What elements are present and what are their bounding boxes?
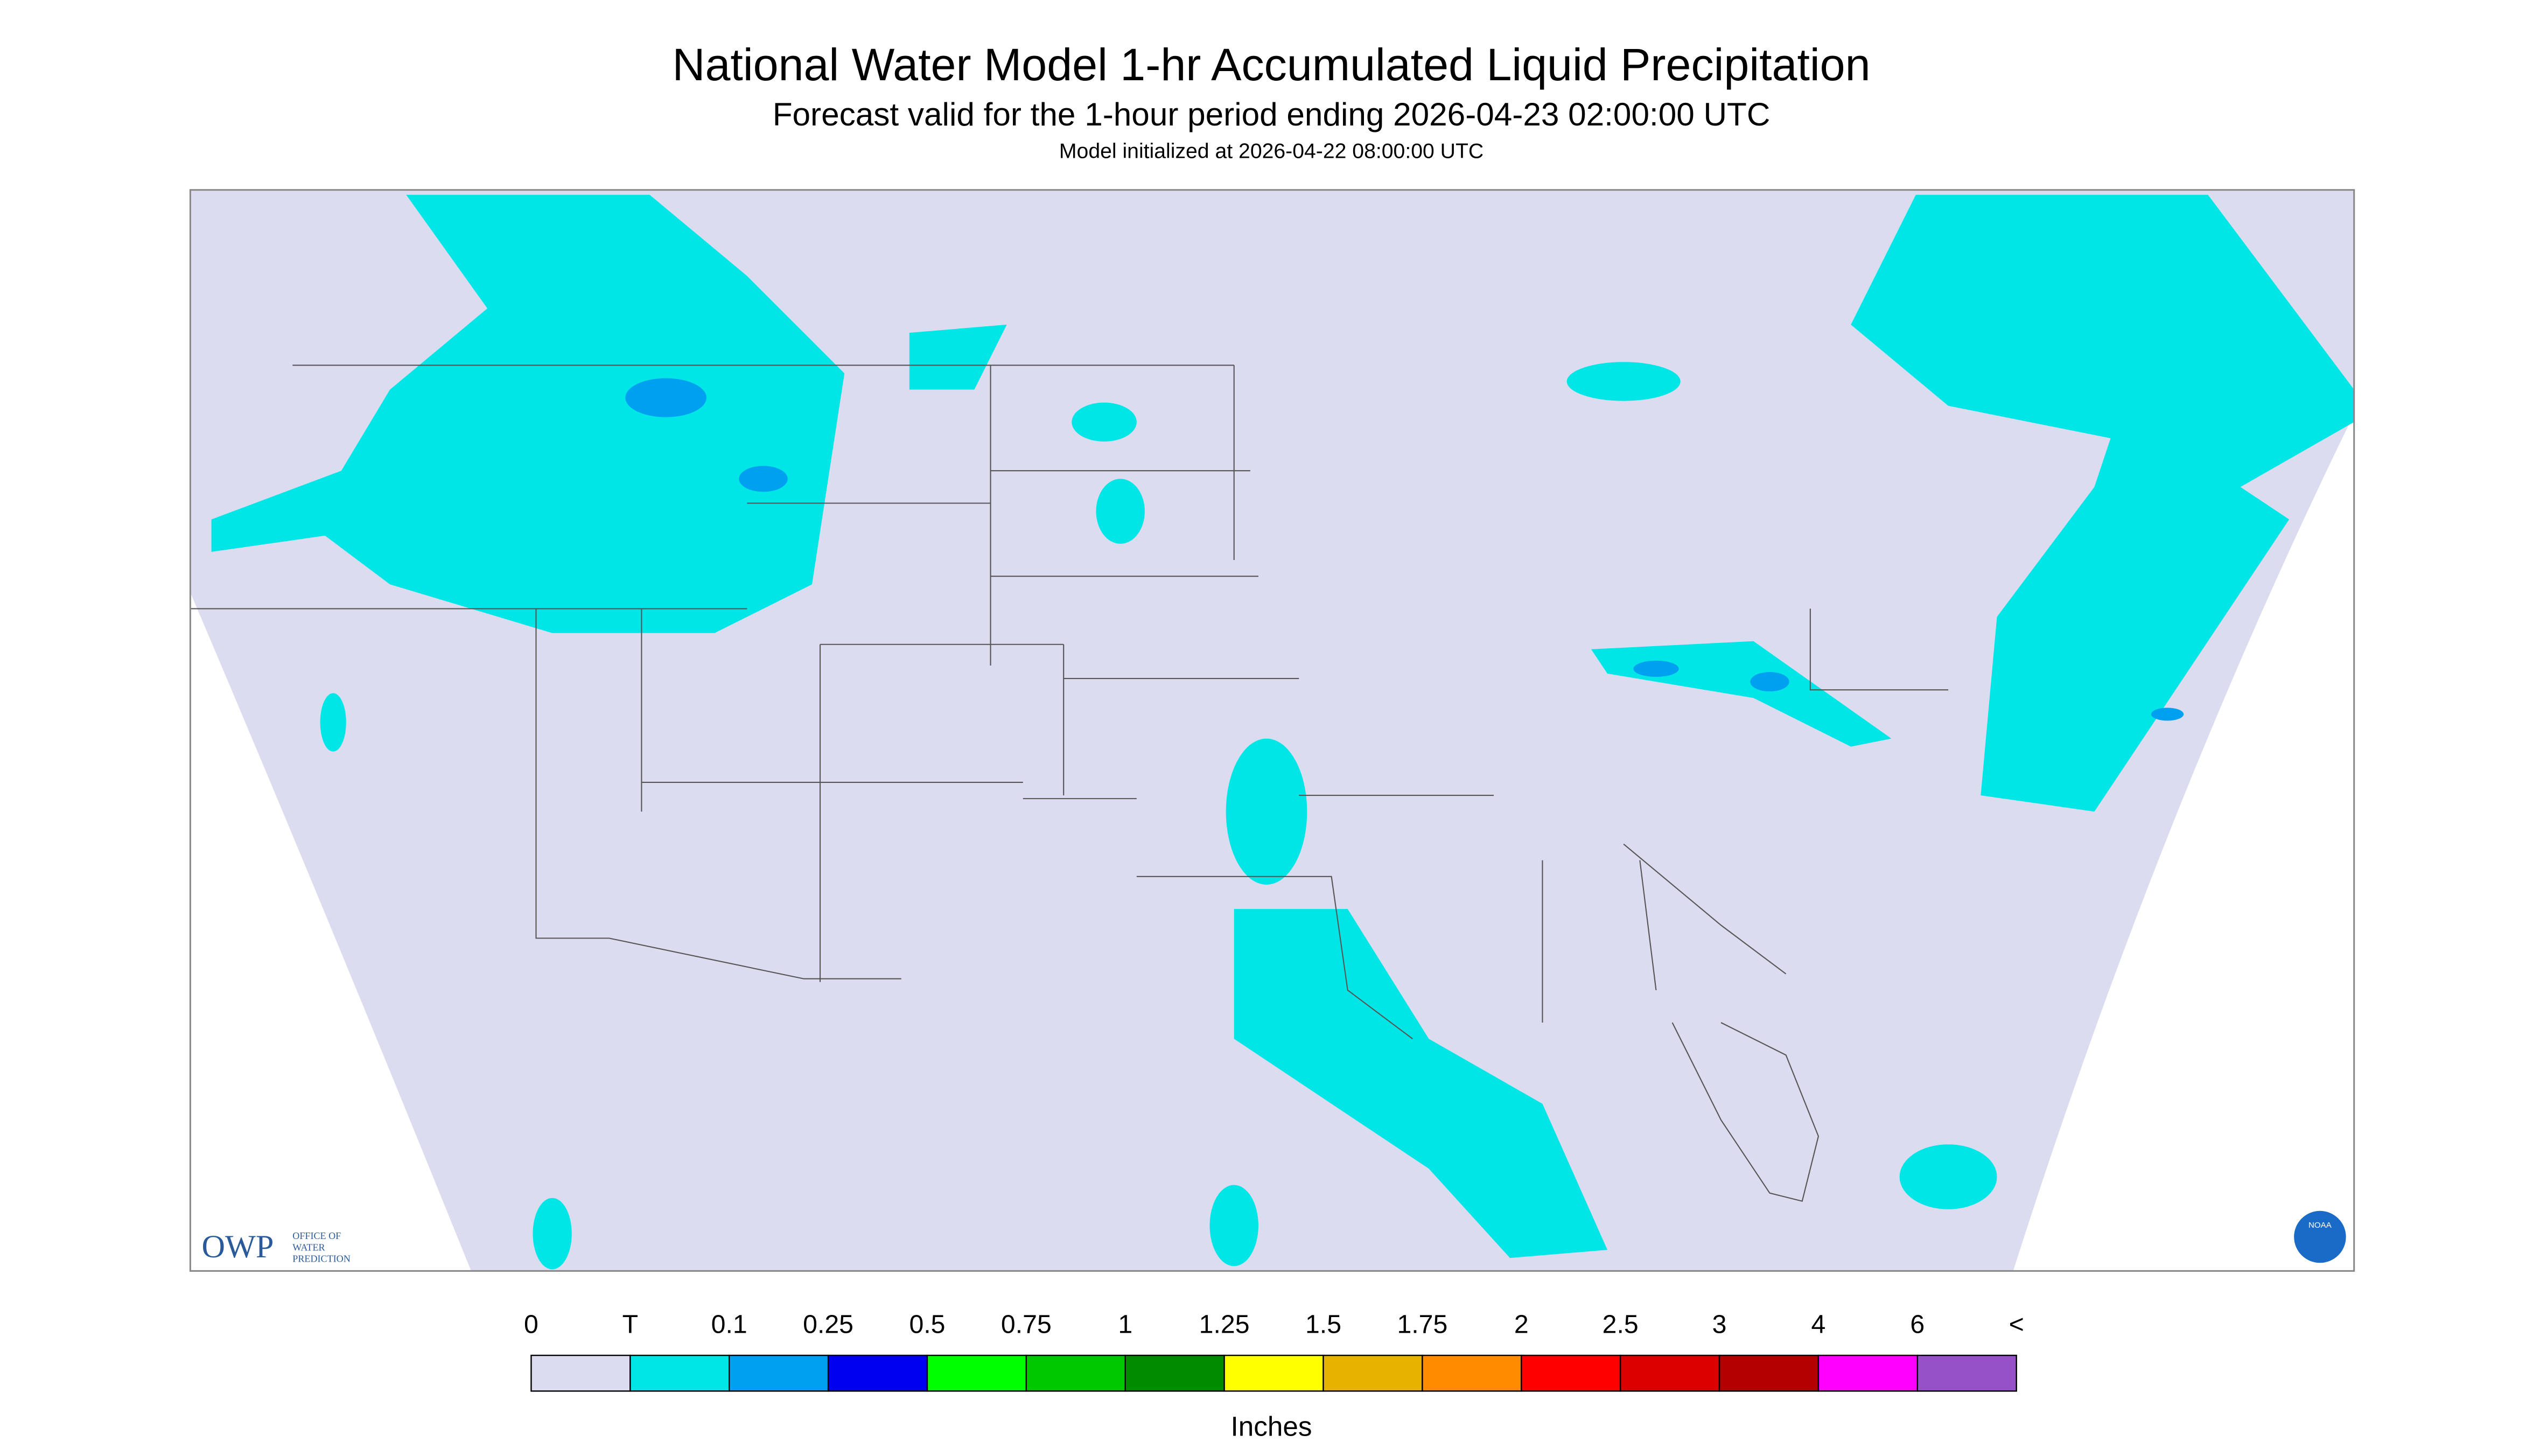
boundaries: [190, 365, 1949, 1202]
owp-logo-line: WATER: [292, 1242, 325, 1252]
legend-label: T: [622, 1310, 638, 1339]
noaa-text: NOAA: [2308, 1221, 2332, 1230]
legend-label: 4: [1811, 1310, 1826, 1339]
legend-swatch: [926, 1354, 1027, 1392]
title: National Water Model 1-hr Accumulated Li…: [673, 39, 1871, 90]
legend-swatch: [629, 1354, 730, 1392]
legend-label: 0: [524, 1310, 538, 1339]
legend-label: 1: [1118, 1310, 1132, 1339]
legend-swatch: [1817, 1354, 1919, 1392]
legend-swatch: [530, 1354, 631, 1392]
subtitle: Forecast valid for the 1-hour period end…: [773, 96, 1771, 132]
legend-swatch: [1521, 1354, 1621, 1392]
owp-logo-line: OFFICE OF: [292, 1230, 341, 1241]
legend-swatch: [1718, 1354, 1820, 1392]
legend-label: 0.75: [1001, 1310, 1052, 1339]
legend-label: 3: [1712, 1310, 1727, 1339]
precip-cores: [625, 378, 2184, 721]
legend-label: 0.5: [909, 1310, 945, 1339]
legend-swatch: [728, 1354, 829, 1392]
precip-areas: [211, 194, 2354, 1270]
noaa-logo: [2294, 1210, 2346, 1263]
owp-logo-line: PREDICTION: [292, 1253, 350, 1264]
map-area: OWP NOAA: [189, 189, 2355, 1272]
legend-swatch: [1025, 1354, 1126, 1392]
legend-swatch: [1124, 1354, 1225, 1392]
legend-unit: Inches: [1231, 1411, 1312, 1441]
legend-label: 2.5: [1603, 1310, 1639, 1339]
legend-swatch: [1422, 1354, 1522, 1392]
legend-label: 6: [1910, 1310, 1925, 1339]
map-frame: [189, 189, 2355, 1272]
legend-label: 0.25: [803, 1310, 853, 1339]
legend-swatch: [1323, 1354, 1423, 1392]
owp-logo: OWP: [201, 1229, 274, 1265]
legend-swatch: [827, 1354, 928, 1392]
init-note: Model initialized at 2026-04-22 08:00:00…: [1059, 140, 1484, 163]
legend-swatch: [1916, 1354, 2017, 1392]
legend-label: 1.25: [1199, 1310, 1250, 1339]
legend-label: 1.5: [1305, 1310, 1341, 1339]
legend-label: 1.75: [1397, 1310, 1447, 1339]
legend-label: <: [2009, 1310, 2024, 1339]
legend: 0 T 0.1 0.25 0.5 0.75 1 1.25 1.5 1.75 2 2.5 3 4 6 <: [524, 1310, 2024, 1392]
legend-label: 0.1: [711, 1310, 747, 1339]
legend-swatch: [1223, 1354, 1324, 1392]
legend-swatch: [1619, 1354, 1720, 1392]
legend-label: 2: [1514, 1310, 1529, 1339]
